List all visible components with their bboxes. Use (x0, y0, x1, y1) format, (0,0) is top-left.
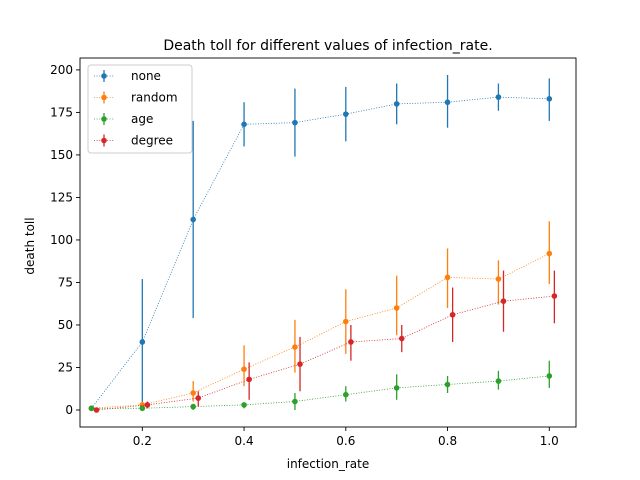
data-point (241, 366, 247, 372)
y-tick-label: 25 (58, 360, 73, 374)
data-point (190, 216, 196, 223)
chart-title: Death toll for different values of infec… (163, 38, 492, 54)
data-point (444, 381, 451, 388)
data-point (393, 305, 400, 311)
legend-label: none (131, 69, 161, 83)
data-point (190, 390, 196, 396)
data-point (551, 293, 558, 299)
data-point (241, 402, 247, 408)
y-tick-label: 75 (58, 275, 73, 289)
legend-label: degree (131, 134, 173, 148)
data-point (495, 94, 502, 100)
data-point (93, 407, 100, 413)
legend-marker (101, 94, 107, 101)
y-tick-label: 150 (50, 148, 73, 162)
data-point (500, 298, 507, 304)
data-point (546, 250, 553, 257)
series-line-none (91, 96, 550, 409)
legend-item-none: none (94, 69, 161, 83)
data-point (139, 339, 146, 345)
data-point (444, 99, 451, 106)
data-point (144, 402, 151, 408)
data-point (546, 96, 553, 102)
data-point (190, 403, 196, 410)
series-age (88, 360, 553, 412)
y-tick-label: 0 (65, 403, 73, 417)
data-point (297, 361, 303, 367)
x-tick-label: 0.8 (438, 434, 457, 448)
data-point (393, 101, 400, 107)
plot-area: 0.2 0.4 0.6 0.8 1.0 0 25 50 75 100 125 150 175 200 non… (50, 57, 577, 448)
data-point (343, 318, 349, 325)
x-tick-label: 0.4 (235, 434, 254, 448)
data-point (546, 373, 553, 379)
data-point (292, 344, 298, 350)
x-tick-label: 0.2 (133, 434, 152, 448)
data-point (88, 405, 95, 412)
y-tick-label: 100 (50, 233, 73, 247)
x-tick-label: 0.6 (336, 434, 355, 448)
data-point (449, 311, 456, 318)
series-line-age (91, 375, 550, 409)
series-degree (93, 270, 558, 413)
data-point (343, 391, 349, 398)
legend-box (87, 64, 193, 154)
x-tick-label: 1.0 (540, 434, 559, 448)
legend-label: random (131, 91, 178, 105)
y-axis-label: death toll (23, 217, 37, 274)
y-tick-label: 175 (50, 105, 73, 119)
y-tick-label: 200 (50, 63, 73, 77)
legend-marker (101, 116, 107, 122)
legend-item-degree: degree (94, 134, 173, 148)
data-point (241, 121, 247, 128)
legend-item-age: age (94, 112, 153, 126)
data-point (139, 405, 146, 412)
legend-label: age (131, 112, 153, 126)
legend-marker (101, 137, 107, 144)
data-point (348, 339, 354, 345)
series-line-degree (96, 295, 555, 411)
axes-frame (79, 57, 577, 428)
data-point (444, 274, 451, 281)
data-point (398, 335, 405, 342)
data-point (343, 111, 349, 117)
data-point (393, 385, 400, 391)
legend: none random age degree (87, 64, 193, 154)
y-tick-label: 125 (50, 190, 73, 204)
data-point (292, 398, 298, 405)
data-point (292, 119, 298, 126)
data-point (246, 376, 252, 383)
legend-item-random: random (94, 91, 178, 105)
data-point (495, 276, 502, 282)
x-axis-label: infection_rate (287, 457, 370, 471)
data-point (495, 378, 502, 384)
data-point (195, 395, 202, 401)
y-tick-label: 50 (58, 318, 73, 332)
legend-marker (101, 73, 107, 79)
